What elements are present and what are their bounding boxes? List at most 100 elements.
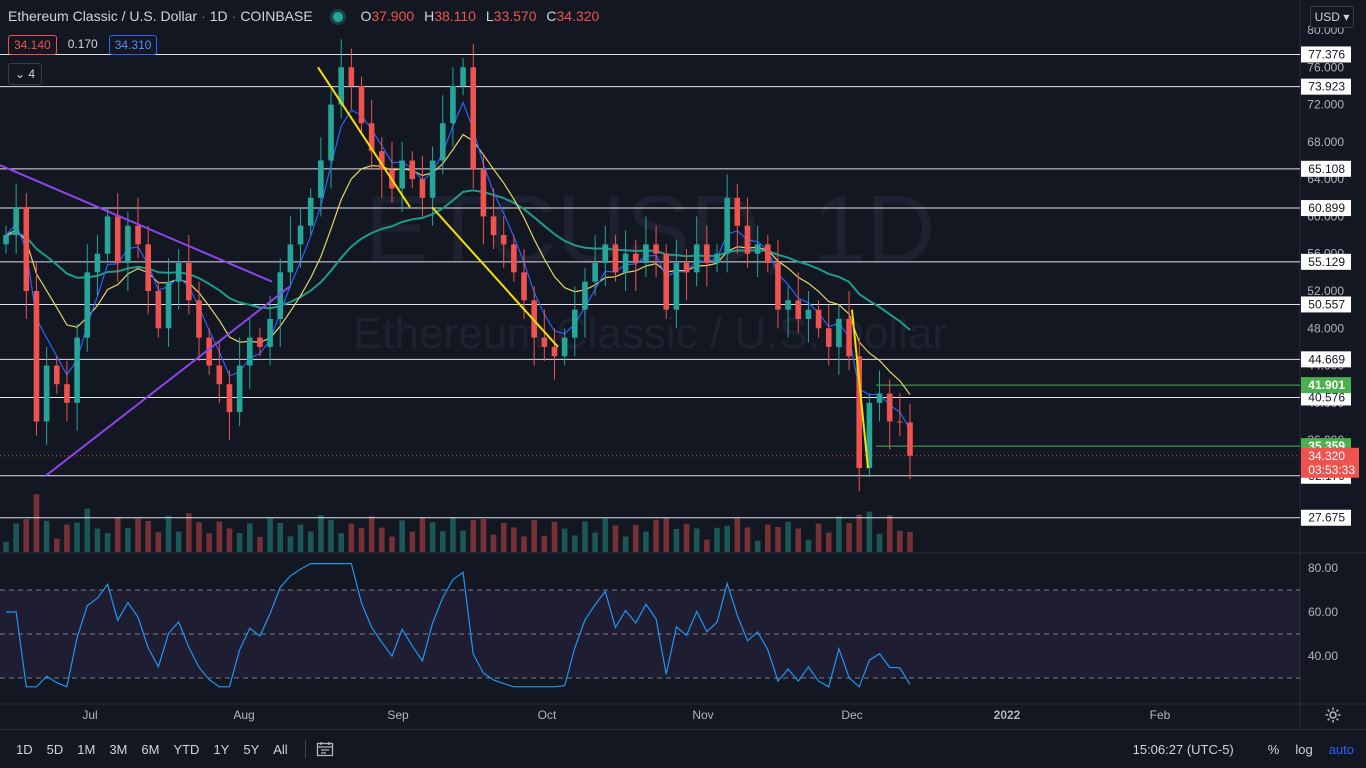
candle-body <box>561 337 568 357</box>
volume-bar <box>480 519 487 552</box>
volume-bar <box>216 521 223 552</box>
volume-bar <box>825 532 832 552</box>
volume-bar <box>714 527 720 552</box>
volume-bar <box>907 532 913 552</box>
price-chart[interactable]: ETCUSD, 1D Ethereum Classic / U.S. Dollar… <box>0 0 1366 730</box>
volume-bar <box>683 523 690 552</box>
price-tick-label: 76.000 <box>1307 60 1344 74</box>
price-tick-label: 48.000 <box>1307 321 1344 335</box>
volume-bar <box>246 523 253 552</box>
timeframe-all[interactable]: All <box>273 741 288 757</box>
volume-bar <box>196 522 202 552</box>
candle-body <box>836 318 842 347</box>
support-label-bg <box>1301 377 1351 394</box>
candle-body <box>84 272 91 338</box>
volume-bar <box>368 516 375 552</box>
candle-body <box>206 337 212 366</box>
last-price-label: 34.320 <box>1308 449 1345 463</box>
timeframe-6m[interactable]: 6M <box>141 741 160 757</box>
candle-body <box>815 309 822 329</box>
time-tick-label: Sep <box>387 708 409 722</box>
date-range-icon[interactable] <box>316 741 334 757</box>
level-label-bg <box>1301 389 1351 406</box>
candle-body <box>744 225 751 254</box>
candle-body <box>175 263 182 282</box>
log-scale-toggle[interactable]: log <box>1295 741 1313 757</box>
timeframe-1y[interactable]: 1Y <box>213 741 230 757</box>
volume-bar <box>429 522 436 552</box>
timeframe-1d[interactable]: 1D <box>16 741 33 757</box>
level-label-bg <box>1301 200 1351 217</box>
currency-selector[interactable]: USD ▾ <box>1310 6 1354 28</box>
volume-bar <box>663 517 670 552</box>
candle-body <box>734 197 741 226</box>
candle-body <box>663 253 670 310</box>
candle-body <box>693 244 700 273</box>
volume-bar <box>632 524 639 552</box>
volume-bar <box>13 523 19 552</box>
candle-body <box>246 337 253 366</box>
rsi-tick-label: 60.00 <box>1308 605 1338 619</box>
timeframe-3m[interactable]: 3M <box>109 741 128 757</box>
candle-body <box>704 244 710 264</box>
gear-icon[interactable] <box>1324 706 1342 724</box>
timeframe-5d[interactable]: 5D <box>46 741 64 757</box>
symbol-title[interactable]: Ethereum Classic / U.S. Dollar <box>8 8 198 24</box>
level-label: 60.899 <box>1308 201 1345 215</box>
volume-bar <box>612 525 619 552</box>
chevron-down-icon: ▾ <box>1343 10 1350 24</box>
indicator-count: 4 <box>28 67 36 81</box>
timeframe-ytd[interactable]: YTD <box>173 741 200 757</box>
high-label: H <box>424 8 435 24</box>
timeframe-1m[interactable]: 1M <box>77 741 96 757</box>
candle-body <box>23 207 30 291</box>
percent-scale-toggle[interactable]: % <box>1267 741 1280 757</box>
volume-bar <box>897 530 903 552</box>
candle-body <box>450 85 456 124</box>
volume-bar <box>267 518 273 552</box>
open-value: 37.900 <box>371 8 415 24</box>
volume-bar <box>724 525 730 552</box>
ask-price[interactable]: 34.310 <box>108 35 158 55</box>
volume-bar <box>348 523 355 552</box>
indicators-collapse-button[interactable]: ⌄ 4 <box>8 63 42 85</box>
volume-bar <box>704 539 710 552</box>
volume-bar <box>572 535 578 552</box>
timeframe-5y[interactable]: 5Y <box>243 741 260 757</box>
candle-body <box>775 263 781 310</box>
candle-body <box>480 169 487 217</box>
candle-body <box>186 263 192 301</box>
volume-bar <box>602 518 609 552</box>
volume-bar <box>511 527 517 552</box>
clock-readout[interactable]: 15:06:27 (UTC-5) <box>1132 741 1234 757</box>
volume-bar <box>226 528 233 552</box>
interval-label[interactable]: 1D <box>209 8 228 24</box>
trendline-yellow <box>851 309 869 469</box>
candle-body <box>135 225 141 245</box>
candle-body <box>602 244 609 264</box>
candle-body <box>64 384 70 403</box>
time-tick-label: Jul <box>82 708 97 722</box>
volume-bar <box>287 536 294 552</box>
candle-body <box>592 263 598 282</box>
auto-scale-toggle[interactable]: auto <box>1328 741 1354 757</box>
level-label-bg <box>1301 296 1351 313</box>
rsi-line <box>6 563 911 688</box>
candle-body <box>490 216 497 236</box>
volume-bar <box>358 528 365 552</box>
candle-body <box>43 365 50 422</box>
bid-price[interactable]: 34.140 <box>8 35 57 55</box>
candle-body <box>866 402 873 469</box>
volume-bar <box>114 517 121 552</box>
symbol-legend: Ethereum Classic / U.S. Dollar · 1D · COINBA… <box>8 8 600 24</box>
volume-bar <box>94 528 101 552</box>
volume-bar <box>155 532 162 552</box>
candle-body <box>338 67 344 105</box>
candle-body <box>145 244 151 291</box>
candle-body <box>165 281 172 329</box>
volume-bar <box>744 527 751 552</box>
level-label-bg <box>1301 351 1351 368</box>
volume-bar <box>754 540 761 552</box>
volume-bar <box>236 533 243 552</box>
candle-body <box>673 263 680 310</box>
